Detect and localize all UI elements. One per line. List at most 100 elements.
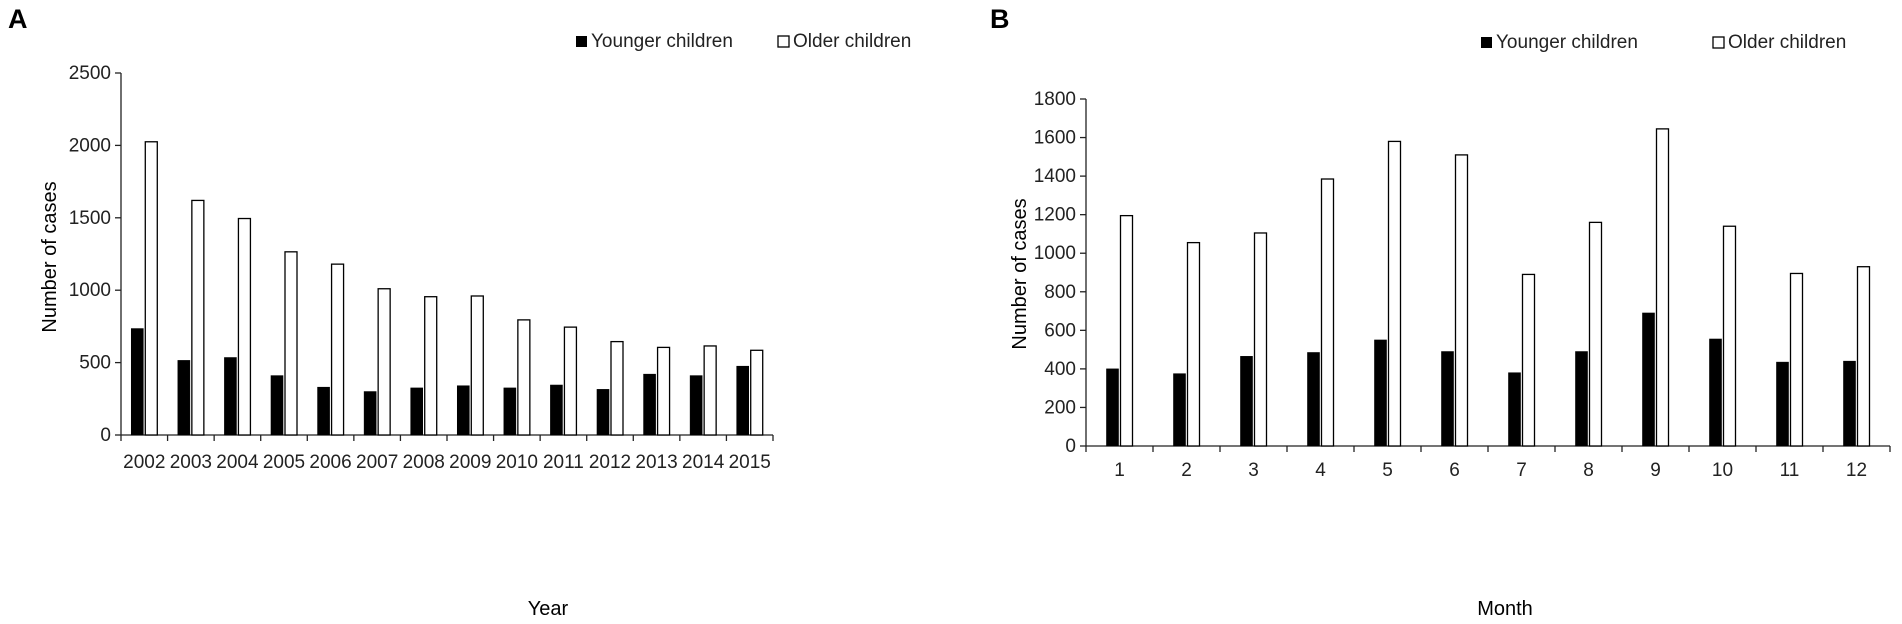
x-axis-title-a: Year [528, 598, 569, 620]
bar-younger-b [1441, 351, 1454, 447]
bar-older-b [1387, 140, 1402, 447]
bar-older-a [517, 319, 531, 436]
bar-older-a [284, 251, 298, 436]
bar-younger-a [130, 328, 144, 436]
bar-older-b [1521, 273, 1536, 447]
x-tick-label-a: 2009 [449, 452, 491, 473]
y-tick-label-b: 200 [1044, 397, 1076, 418]
bar-older-a [144, 141, 158, 436]
y-tick-label-b: 600 [1044, 320, 1076, 341]
y-tick-label-b: 1600 [1034, 128, 1076, 149]
x-tick-label-b: 8 [1583, 460, 1594, 481]
x-tick-label-a: 2003 [170, 452, 212, 473]
y-tick-label-a: 2000 [69, 135, 111, 156]
legend-b-younger-swatch [1481, 37, 1492, 48]
x-tick-label-a: 2015 [729, 452, 771, 473]
plot-area-a: 0 500 1000 1500 2000 2500 2002 2003 2004 2005 2006… [69, 63, 774, 473]
x-tick-label-b: 11 [1780, 460, 1800, 481]
legend-a-younger-label: Younger children [591, 31, 733, 52]
y-tick-label-b: 400 [1044, 359, 1076, 380]
y-axis-title-a: Number of cases [39, 181, 61, 332]
legend-a-older-label: Older children [793, 31, 911, 52]
x-tick-label-a: 2014 [682, 452, 725, 473]
bar-younger-a [317, 386, 330, 436]
y-tick-label-a: 0 [100, 425, 111, 446]
bar-older-b [1320, 178, 1335, 447]
legend-a-older-swatch [777, 35, 790, 48]
legend-b: Younger children Older children [1481, 32, 1846, 53]
bar-younger-b [1642, 312, 1655, 447]
x-tick-label-a: 2008 [403, 452, 445, 473]
bar-older-a [703, 345, 717, 436]
chart-panel-b: B Younger children Older children Number… [990, 4, 1891, 620]
bar-older-b [1454, 154, 1469, 447]
bar-younger-b [1575, 351, 1588, 447]
bar-older-a [470, 295, 484, 436]
x-tick-label-a: 2005 [263, 452, 305, 473]
legend-b-older-swatch [1712, 36, 1725, 49]
x-tick-label-a: 2012 [589, 452, 631, 473]
bar-older-a [191, 199, 205, 436]
y-axis-title-b: Number of cases [1009, 198, 1031, 349]
x-tick-label-a: 2007 [356, 452, 398, 473]
x-tick-label-b: 3 [1248, 460, 1259, 481]
x-tick-label-b: 1 [1114, 460, 1125, 481]
x-tick-label-b: 10 [1712, 460, 1733, 481]
y-tick-label-b: 800 [1044, 282, 1076, 303]
bar-older-b [1588, 221, 1603, 447]
bar-older-b [1119, 214, 1134, 447]
bar-younger-a [224, 357, 237, 436]
legend-b-older-label: Older children [1728, 32, 1846, 53]
legend-a-younger-swatch [576, 36, 587, 47]
bar-older-a [237, 217, 252, 436]
bar-younger-a [643, 373, 656, 436]
bar-younger-a [270, 375, 284, 436]
y-tick-label-a: 1500 [69, 208, 111, 229]
bar-younger-b [1374, 339, 1387, 447]
bar-older-a [563, 326, 578, 436]
x-tick-label-a: 2002 [123, 452, 165, 473]
x-tick-label-a: 2013 [635, 452, 677, 473]
bar-older-b [1186, 241, 1201, 447]
x-tick-label-b: 9 [1650, 460, 1661, 481]
y-tick-label-b: 1000 [1034, 243, 1076, 264]
bar-older-a [424, 296, 438, 436]
bar-older-a [330, 263, 345, 436]
bar-older-b [1722, 225, 1737, 447]
panel-a-letter: A [8, 4, 28, 34]
bar-older-a [377, 288, 391, 436]
bar-older-a [656, 346, 671, 436]
bar-younger-a [503, 387, 517, 436]
bar-younger-a [363, 391, 377, 436]
bar-older-b [1789, 272, 1804, 447]
y-tick-label-b: 0 [1065, 436, 1076, 457]
chart-panel-a: A Younger children Older children Number… [8, 4, 911, 620]
y-tick-label-a: 1000 [69, 280, 111, 301]
panel-b-letter: B [990, 4, 1010, 34]
bar-older-a [750, 349, 764, 436]
y-tick-label-b: 1400 [1034, 166, 1076, 187]
bar-younger-a [456, 385, 470, 436]
x-tick-label-b: 2 [1181, 460, 1192, 481]
bar-younger-a [596, 389, 610, 436]
x-tick-label-b: 6 [1449, 460, 1460, 481]
x-axis-title-b: Month [1477, 598, 1533, 620]
bar-younger-b [1307, 352, 1320, 447]
bar-younger-b [1173, 373, 1186, 447]
bar-younger-b [1106, 368, 1119, 447]
bar-older-b [1856, 266, 1871, 447]
x-tick-label-b: 12 [1846, 460, 1867, 481]
bar-younger-a [550, 384, 563, 436]
bar-younger-b [1709, 338, 1722, 447]
x-tick-label-b: 4 [1315, 460, 1326, 481]
x-tick-label-b: 5 [1382, 460, 1393, 481]
bar-younger-b [1240, 356, 1253, 447]
y-tick-label-b: 1200 [1034, 205, 1076, 226]
bar-older-b [1655, 128, 1670, 447]
x-tick-label-a: 2010 [496, 452, 538, 473]
bar-older-a [610, 340, 624, 436]
legend-b-younger-label: Younger children [1496, 32, 1638, 53]
x-tick-label-a: 2006 [309, 452, 351, 473]
